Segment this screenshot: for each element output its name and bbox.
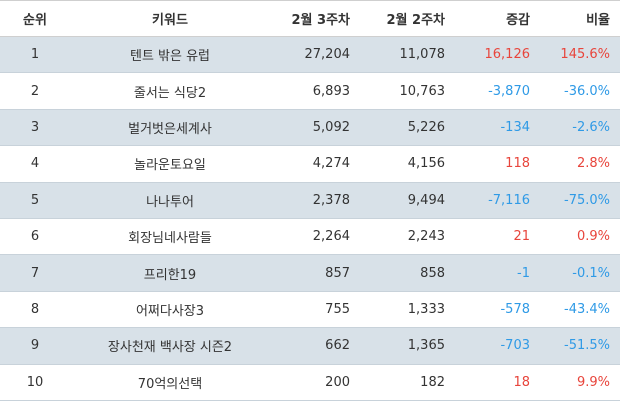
ratio-cell: 0.9% xyxy=(540,218,620,256)
keyword-cell: 텐트 밖은 유럽 xyxy=(70,36,270,74)
keyword-cell: 프리한19 xyxy=(70,254,270,292)
rank-cell: 5 xyxy=(0,182,70,219)
header-rank: 순위 xyxy=(0,0,70,37)
week2-cell: 10,763 xyxy=(360,72,455,110)
rank-cell: 2 xyxy=(0,72,70,110)
change-cell: -1 xyxy=(455,254,540,292)
table-row: 3 벌거벗은세계사 5,092 5,226 -134 -2.6% xyxy=(0,109,620,147)
keyword-cell: 벌거벗은세계사 xyxy=(70,109,270,147)
ratio-cell: 145.6% xyxy=(540,36,620,74)
rank-cell: 7 xyxy=(0,254,70,292)
change-cell: 18 xyxy=(455,364,540,401)
header-row: 순위 키워드 2월 3주차 2월 2주차 증감 비율 xyxy=(0,0,620,37)
header-keyword: 키워드 xyxy=(70,0,270,37)
table-row: 9 장사천재 백사장 시즌2 662 1,365 -703 -51.5% xyxy=(0,327,620,365)
week2-cell: 5,226 xyxy=(360,109,455,147)
week2-cell: 1,333 xyxy=(360,291,455,329)
keyword-cell: 줄서는 식당2 xyxy=(70,72,270,110)
rank-cell: 3 xyxy=(0,109,70,147)
keyword-cell: 나나투어 xyxy=(70,182,270,219)
week3-cell: 755 xyxy=(270,291,360,329)
ratio-cell: -0.1% xyxy=(540,254,620,292)
table-row: 10 70억의선택 200 182 18 9.9% xyxy=(0,364,620,401)
ratio-cell: 9.9% xyxy=(540,364,620,401)
week2-cell: 2,243 xyxy=(360,218,455,256)
ratio-cell: -43.4% xyxy=(540,291,620,329)
ratio-cell: -2.6% xyxy=(540,109,620,147)
header-ratio: 비율 xyxy=(540,0,620,37)
change-cell: -703 xyxy=(455,327,540,365)
change-cell: 118 xyxy=(455,145,540,183)
ratio-cell: -75.0% xyxy=(540,182,620,219)
week2-cell: 858 xyxy=(360,254,455,292)
keyword-cell: 회장님네사람들 xyxy=(70,218,270,256)
change-cell: -134 xyxy=(455,109,540,147)
week2-cell: 182 xyxy=(360,364,455,401)
week3-cell: 2,378 xyxy=(270,182,360,219)
week3-cell: 200 xyxy=(270,364,360,401)
keyword-cell: 어쩌다사장3 xyxy=(70,291,270,329)
week2-cell: 9,494 xyxy=(360,182,455,219)
ratio-cell: -36.0% xyxy=(540,72,620,110)
keyword-cell: 70억의선택 xyxy=(70,364,270,401)
ratio-cell: -51.5% xyxy=(540,327,620,365)
table-header: 순위 키워드 2월 3주차 2월 2주차 증감 비율 xyxy=(0,0,620,37)
week3-cell: 4,274 xyxy=(270,145,360,183)
table-body: 1 텐트 밖은 유럽 27,204 11,078 16,126 145.6% 2 줄서는 식당… xyxy=(0,36,620,401)
rank-cell: 1 xyxy=(0,36,70,74)
table-row: 7 프리한19 857 858 -1 -0.1% xyxy=(0,254,620,292)
rank-cell: 4 xyxy=(0,145,70,183)
table-row: 2 줄서는 식당2 6,893 10,763 -3,870 -36.0% xyxy=(0,72,620,110)
rank-cell: 6 xyxy=(0,218,70,256)
week3-cell: 662 xyxy=(270,327,360,365)
change-cell: 21 xyxy=(455,218,540,256)
week2-cell: 1,365 xyxy=(360,327,455,365)
week3-cell: 2,264 xyxy=(270,218,360,256)
change-cell: -3,870 xyxy=(455,72,540,110)
change-cell: -7,116 xyxy=(455,182,540,219)
rank-cell: 8 xyxy=(0,291,70,329)
week2-cell: 11,078 xyxy=(360,36,455,74)
week3-cell: 6,893 xyxy=(270,72,360,110)
table-row: 6 회장님네사람들 2,264 2,243 21 0.9% xyxy=(0,218,620,256)
week3-cell: 857 xyxy=(270,254,360,292)
rank-cell: 9 xyxy=(0,327,70,365)
header-change: 증감 xyxy=(455,0,540,37)
table-row: 8 어쩌다사장3 755 1,333 -578 -43.4% xyxy=(0,291,620,329)
week2-cell: 4,156 xyxy=(360,145,455,183)
header-week2: 2월 2주차 xyxy=(360,0,455,37)
week3-cell: 5,092 xyxy=(270,109,360,147)
week3-cell: 27,204 xyxy=(270,36,360,74)
table-row: 5 나나투어 2,378 9,494 -7,116 -75.0% xyxy=(0,182,620,219)
keyword-cell: 장사천재 백사장 시즌2 xyxy=(70,327,270,365)
header-week3: 2월 3주차 xyxy=(270,0,360,37)
change-cell: 16,126 xyxy=(455,36,540,74)
table-row: 1 텐트 밖은 유럽 27,204 11,078 16,126 145.6% xyxy=(0,36,620,74)
keyword-cell: 놀라운토요일 xyxy=(70,145,270,183)
rank-cell: 10 xyxy=(0,364,70,401)
table-row: 4 놀라운토요일 4,274 4,156 118 2.8% xyxy=(0,145,620,183)
ratio-cell: 2.8% xyxy=(540,145,620,183)
change-cell: -578 xyxy=(455,291,540,329)
